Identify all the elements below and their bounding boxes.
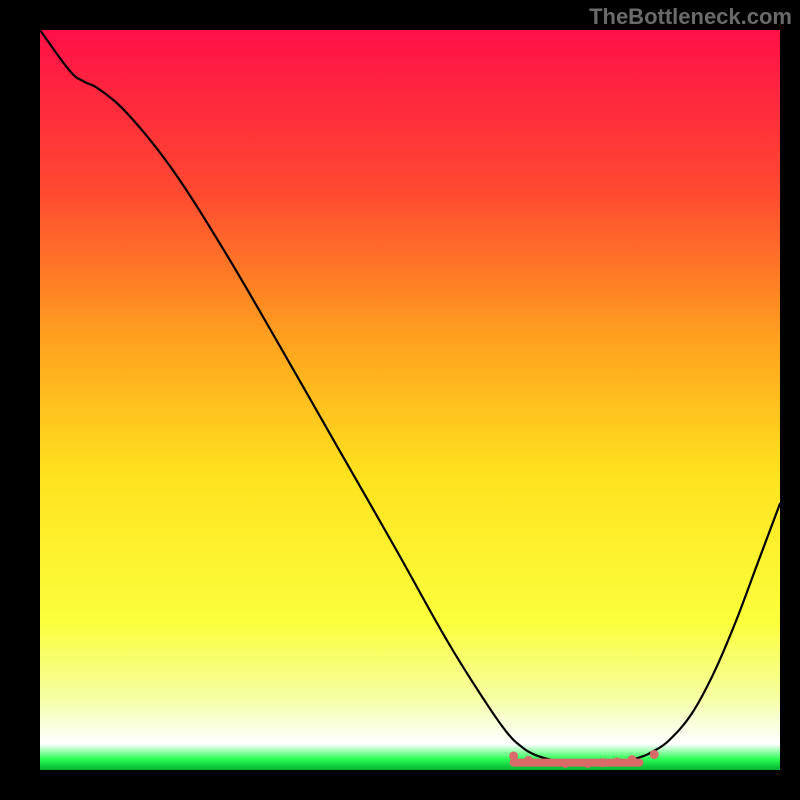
- watermark-text: TheBottleneck.com: [589, 4, 792, 30]
- bottleneck-curve-plot: [0, 0, 800, 800]
- valley-dot: [613, 757, 622, 766]
- valley-dot: [598, 758, 607, 767]
- valley-dot: [583, 759, 592, 768]
- valley-dot: [628, 755, 637, 764]
- valley-dot: [561, 759, 570, 768]
- chart-stage: TheBottleneck.com: [0, 0, 800, 800]
- valley-dot: [650, 750, 659, 759]
- valley-dot: [524, 756, 533, 765]
- valley-dot: [509, 751, 518, 760]
